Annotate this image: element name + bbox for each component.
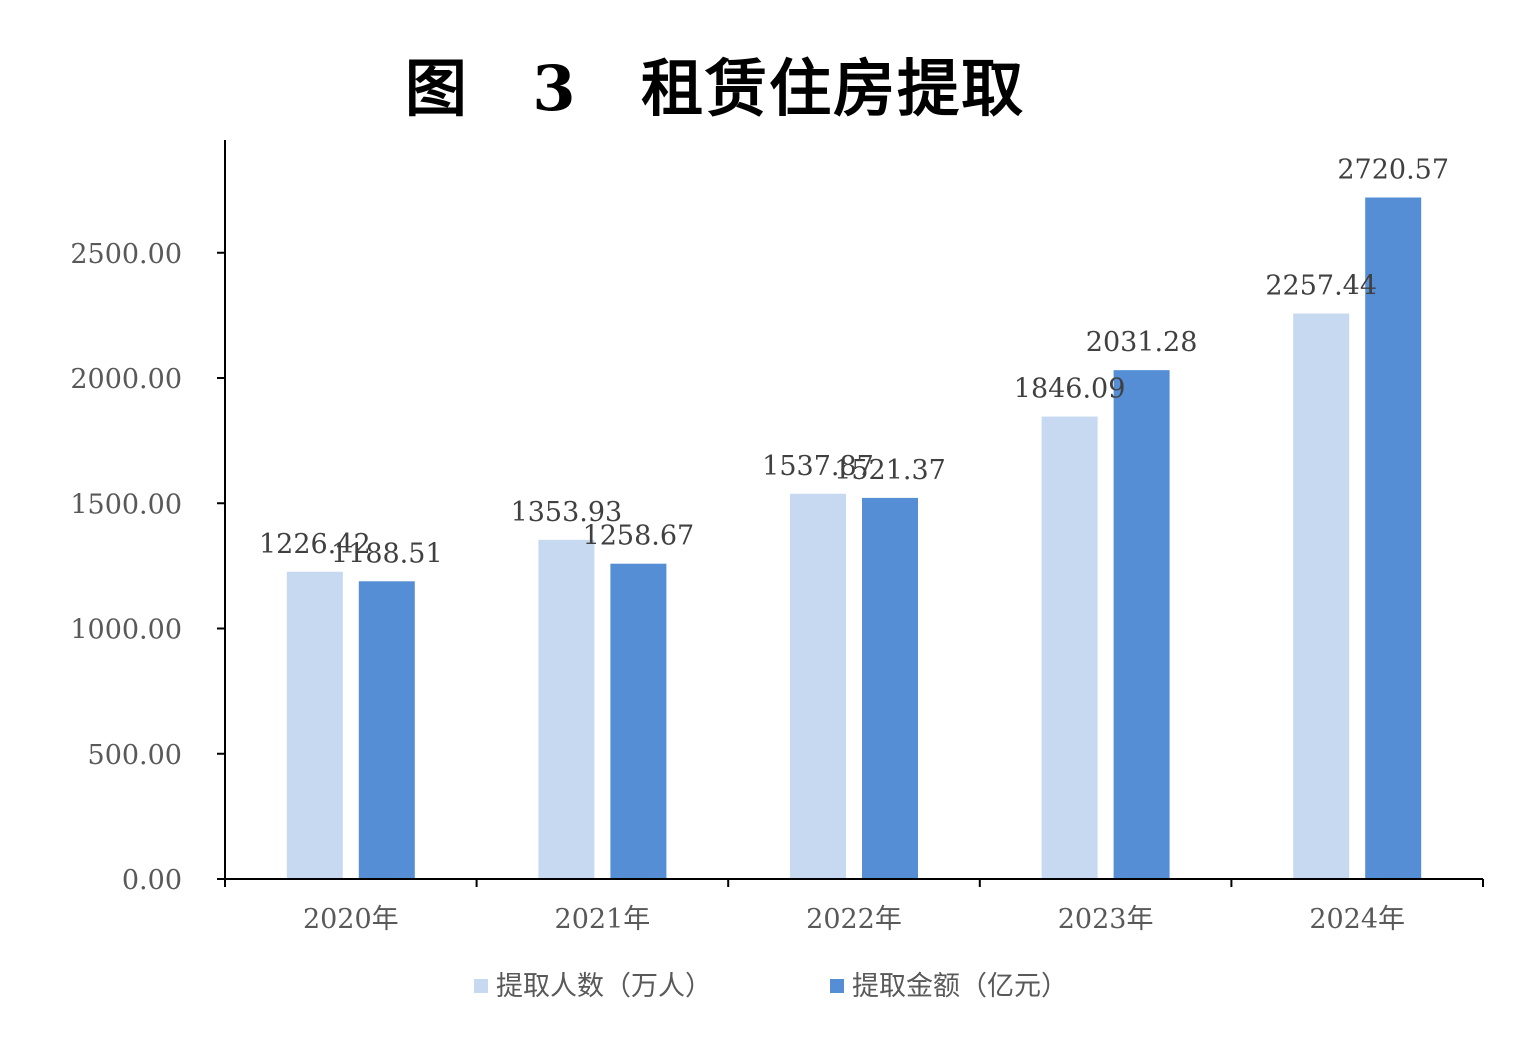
y-tick-label: 1500.00 xyxy=(70,489,182,520)
legend-label: 提取金额（亿元） xyxy=(852,971,1068,1002)
bar-people xyxy=(1041,416,1098,879)
data-label: 2031.28 xyxy=(1086,327,1198,358)
x-ticks-group: 2020年 2021年 2022年 2023年 2024年 xyxy=(224,879,1484,935)
y-tick-label: 2000.00 xyxy=(70,364,182,395)
y-tick-label: 0.00 xyxy=(122,865,182,896)
bar-amount xyxy=(1365,197,1422,880)
bar-people xyxy=(790,493,846,879)
bar-people xyxy=(1293,313,1350,879)
bar-amount xyxy=(862,497,918,879)
chart-title: 图 3 租赁住房提取 xyxy=(404,52,1026,125)
data-label: 1521.37 xyxy=(834,455,946,486)
y-ticks-group: 0.00 500.00 1000.00 1500.00 2000.00 2500.00 xyxy=(70,239,225,896)
data-label: 1226.42 xyxy=(259,529,371,560)
data-label: 1353.93 xyxy=(511,497,623,528)
bar-amount xyxy=(1113,370,1170,879)
y-tick-label: 500.00 xyxy=(88,740,182,771)
data-label: 1537.87 xyxy=(762,451,874,482)
data-label: 2257.44 xyxy=(1265,271,1377,302)
y-tick-label: 1000.00 xyxy=(70,615,182,646)
bar-amount xyxy=(358,581,415,879)
x-tick-label: 2023年 xyxy=(1058,904,1154,935)
x-tick-label: 2022年 xyxy=(806,904,902,935)
x-tick-label: 2024年 xyxy=(1309,904,1405,935)
x-tick-label: 2021年 xyxy=(555,904,651,935)
bar-amount xyxy=(610,563,667,879)
legend-label: 提取人数（万人） xyxy=(496,971,712,1002)
legend: 提取人数（万人） 提取金额（亿元） xyxy=(474,971,1068,1002)
data-label: 1188.51 xyxy=(331,538,443,569)
data-label: 1846.09 xyxy=(1014,374,1126,405)
bars-group xyxy=(286,197,1422,880)
data-label: 2720.57 xyxy=(1337,154,1449,185)
bar-people xyxy=(538,539,595,879)
x-tick-label: 2020年 xyxy=(303,904,399,935)
y-tick-label: 2500.00 xyxy=(70,239,182,270)
data-label: 1258.67 xyxy=(583,521,695,552)
axes-group xyxy=(224,140,1483,880)
legend-swatch xyxy=(830,979,844,993)
bar-people xyxy=(286,571,343,879)
legend-swatch xyxy=(474,979,488,993)
